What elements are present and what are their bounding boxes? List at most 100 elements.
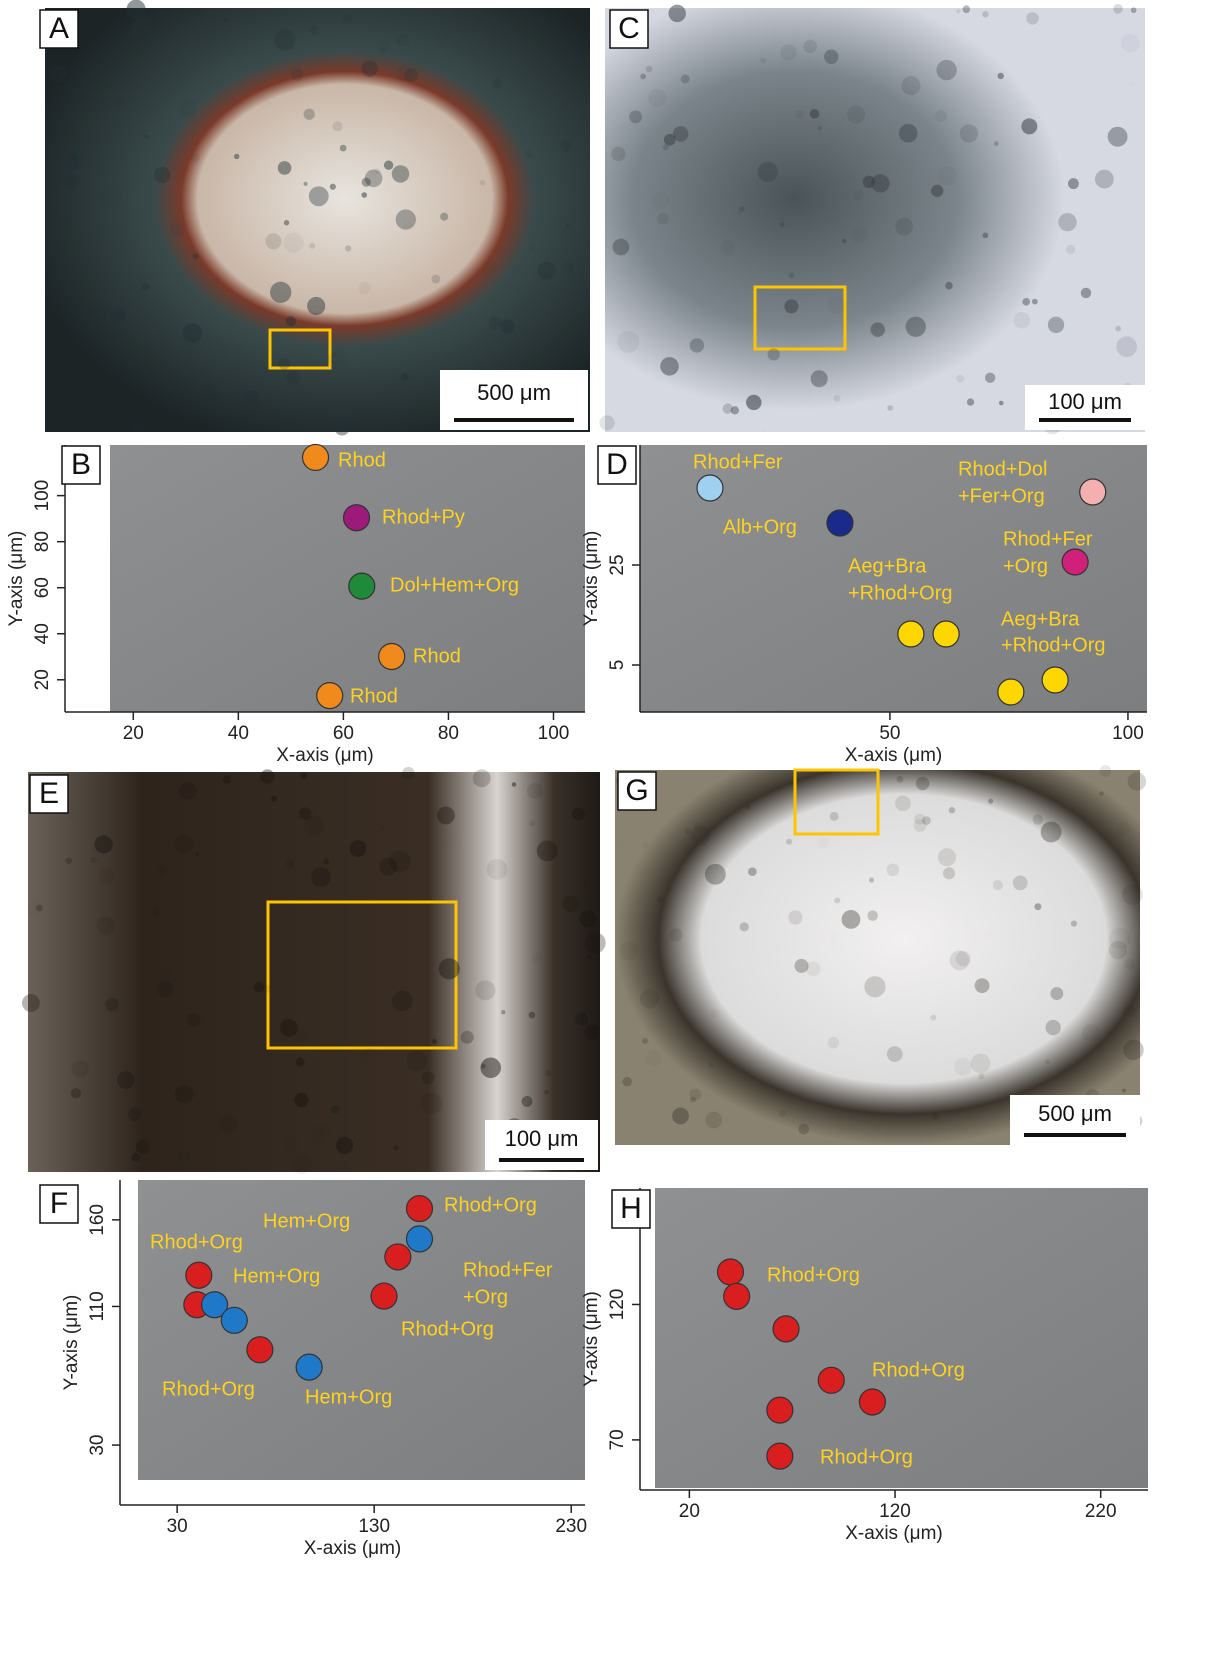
texture — [380, 827, 384, 831]
texture — [286, 316, 296, 326]
texture — [475, 980, 495, 1000]
texture — [710, 1009, 719, 1018]
texture — [1033, 814, 1043, 824]
texture — [736, 210, 741, 215]
texture — [943, 867, 955, 879]
point-annotation: +Org — [1003, 555, 1048, 577]
texture — [587, 955, 591, 959]
point-annotation: Rhod — [350, 685, 398, 707]
texture — [599, 415, 614, 430]
texture — [284, 368, 296, 380]
scale-bar-label: 100 μm — [1048, 389, 1122, 414]
texture — [234, 154, 239, 159]
texture — [1128, 80, 1134, 86]
texture — [572, 808, 585, 821]
data-point — [247, 1337, 273, 1363]
texture — [642, 842, 649, 849]
texture — [585, 932, 606, 953]
texture — [1121, 34, 1140, 53]
panel-letter: B — [71, 448, 91, 481]
texture — [437, 806, 455, 824]
y-tick-label: 70 — [607, 1429, 628, 1450]
texture — [361, 61, 377, 77]
texture — [334, 420, 349, 435]
texture — [899, 124, 918, 143]
texture — [111, 308, 126, 323]
texture — [1041, 822, 1062, 843]
texture — [149, 227, 159, 237]
texture — [648, 89, 666, 107]
point-annotation: +Rhod+Org — [848, 582, 953, 604]
texture — [646, 1050, 662, 1066]
texture — [813, 116, 828, 131]
texture — [818, 837, 829, 848]
texture — [581, 883, 587, 889]
point-annotation: Rhod — [338, 449, 386, 471]
data-point — [859, 1389, 885, 1415]
point-annotation: Hem+Org — [305, 1386, 392, 1408]
data-point — [379, 644, 405, 670]
texture — [811, 370, 828, 387]
texture — [748, 867, 757, 876]
texture — [779, 222, 784, 227]
texture — [94, 835, 112, 853]
texture — [303, 182, 307, 186]
point-annotation: Aeg+Bra — [1001, 608, 1080, 630]
texture — [994, 141, 999, 146]
texture — [705, 1112, 722, 1129]
texture — [830, 812, 839, 821]
texture — [223, 775, 232, 784]
texture — [830, 934, 841, 945]
texture — [720, 240, 735, 255]
texture — [1032, 299, 1038, 305]
texture — [982, 11, 988, 17]
texture — [311, 1123, 332, 1144]
texture — [525, 150, 533, 158]
texture — [867, 910, 878, 921]
texture — [180, 100, 197, 117]
texture — [824, 50, 838, 64]
texture — [544, 1090, 549, 1095]
texture — [762, 429, 766, 433]
texture — [758, 162, 778, 182]
texture — [300, 772, 307, 779]
texture — [673, 126, 689, 142]
point-annotation: Alb+Org — [723, 516, 797, 538]
texture — [1131, 7, 1137, 13]
texture — [175, 1085, 194, 1104]
texture — [936, 60, 956, 80]
texture — [421, 1093, 442, 1114]
data-point — [371, 1283, 397, 1309]
texture — [285, 408, 305, 428]
texture — [191, 153, 201, 163]
texture — [1100, 765, 1112, 777]
texture — [798, 1124, 809, 1135]
texture — [432, 1039, 437, 1044]
texture — [1116, 822, 1130, 836]
texture — [1071, 921, 1077, 927]
texture — [407, 1051, 427, 1071]
texture — [439, 958, 460, 979]
x-axis-label: X-axis (μm) — [304, 1538, 402, 1559]
texture — [103, 334, 123, 354]
y-axis-label: Y-axis (μm) — [581, 531, 602, 627]
texture — [998, 73, 1004, 79]
texture — [482, 262, 496, 276]
texture — [1113, 4, 1123, 14]
texture — [932, 1113, 939, 1120]
texture — [487, 859, 508, 880]
texture — [985, 373, 995, 383]
texture — [480, 180, 486, 186]
texture — [617, 331, 639, 353]
y-tick-label: 25 — [607, 554, 628, 575]
texture — [91, 857, 97, 863]
texture — [1128, 772, 1147, 791]
texture — [113, 97, 125, 109]
texture — [310, 26, 319, 35]
x-tick-label: 100 — [538, 723, 570, 744]
texture — [575, 1013, 588, 1026]
texture — [166, 1071, 172, 1077]
texture — [157, 865, 168, 876]
texture — [842, 239, 846, 243]
texture — [956, 375, 964, 383]
